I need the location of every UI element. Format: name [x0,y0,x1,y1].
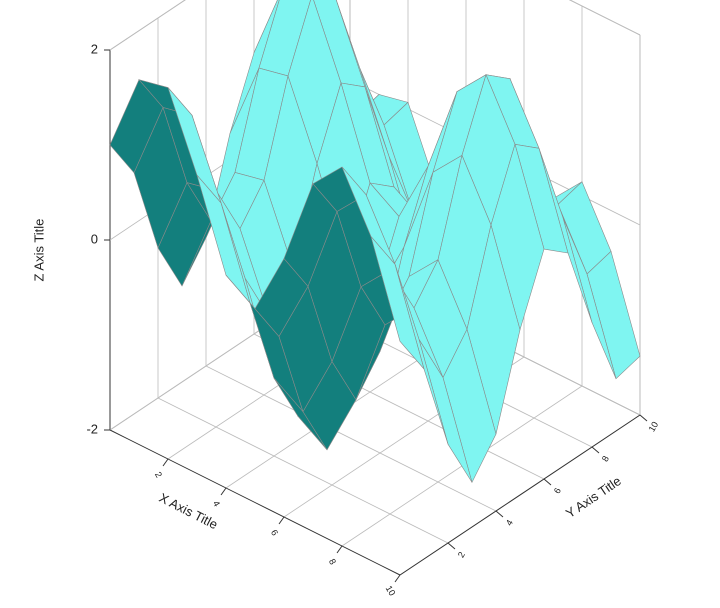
tick [495,510,504,518]
grid-line [205,365,497,512]
tick [336,545,343,554]
z-tick-label: -2 [86,421,98,436]
x-tick-label: 4 [211,499,222,508]
z-tick-label: 0 [91,231,98,246]
surface-cell [370,236,425,370]
x-axis [109,429,401,576]
tick [543,478,552,486]
wall-edge [568,0,641,36]
grid-line [109,0,186,51]
tick [220,487,227,496]
x-tick-label: 2 [153,470,164,479]
y-axis-title: Y Axis Title [563,473,624,521]
z-axis-title: Z Axis Title [31,219,46,282]
tick [278,516,285,525]
x-tick-label: 6 [269,528,280,537]
grid-line [569,0,641,36]
x-axis-title: X Axis Title [157,490,220,532]
tick [394,574,401,583]
y-tick-label: 4 [504,518,515,527]
y-tick-label: 2 [456,550,467,559]
x-tick-label: 10 [384,584,398,598]
grid-line [157,397,449,544]
z-tick-label: 2 [91,41,98,56]
x-tick-label: 8 [327,557,338,566]
y-axis [399,414,641,576]
y-tick-label: 8 [600,454,611,463]
y-tick-label: 6 [552,486,563,495]
tick [639,414,648,422]
y-tick-label: 10 [647,420,661,434]
tick [447,542,456,550]
tick [162,458,169,467]
tick [591,446,600,454]
